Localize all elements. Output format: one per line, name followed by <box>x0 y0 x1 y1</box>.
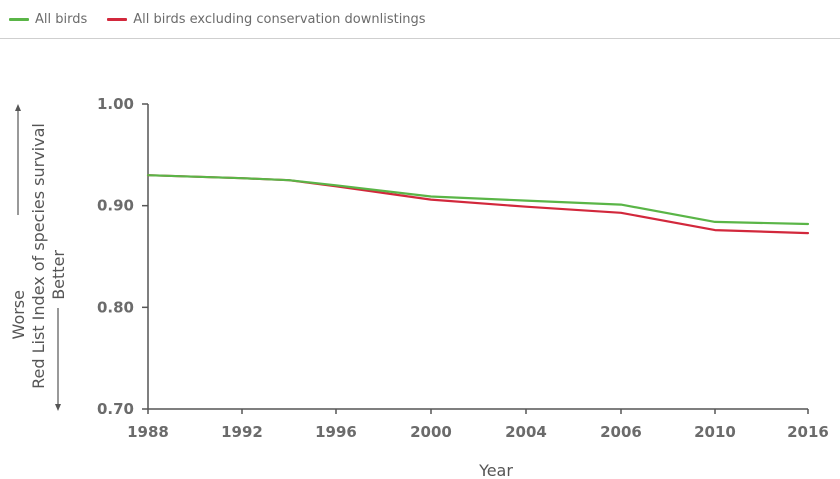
x-tick-label: 2000 <box>410 423 452 441</box>
legend-item-all-birds[interactable]: All birds <box>9 12 87 27</box>
y-axis-worse-label: Worse <box>9 290 28 339</box>
x-tick-label: 2006 <box>600 423 642 441</box>
legend-label: All birds excluding conservation downlis… <box>133 11 426 27</box>
better-arrow-head <box>55 404 61 411</box>
y-axis-better-label: Better <box>49 250 68 300</box>
legend-swatch-red <box>107 17 128 21</box>
x-tick-label: 2010 <box>694 423 736 441</box>
y-tick-label: 1.00 <box>97 95 134 113</box>
legend: All birds All birds excluding conservati… <box>9 9 446 29</box>
x-tick-label: 2016 <box>787 423 829 441</box>
x-axis-title: Year <box>478 461 513 479</box>
legend-item-excluding-downlistings[interactable]: All birds excluding conservation downlis… <box>107 11 426 27</box>
series-line-all-birds <box>146 174 810 226</box>
legend-divider <box>0 38 840 39</box>
x-tick-label: 2004 <box>505 423 547 441</box>
x-tick-label: 1996 <box>315 423 357 441</box>
y-tick-label: 0.70 <box>97 400 134 418</box>
x-tick-label: 1992 <box>221 423 263 441</box>
legend-label: All birds <box>35 11 88 27</box>
legend-swatch-green <box>9 17 29 21</box>
series-line-excluding-downlistings <box>146 174 810 235</box>
worse-arrow-head <box>15 104 21 111</box>
y-tick-label: 0.80 <box>97 298 134 316</box>
y-tick-label: 0.90 <box>97 197 134 215</box>
y-axis-title: Red List Index of species survival <box>29 123 48 389</box>
x-tick-label: 1988 <box>127 423 169 441</box>
